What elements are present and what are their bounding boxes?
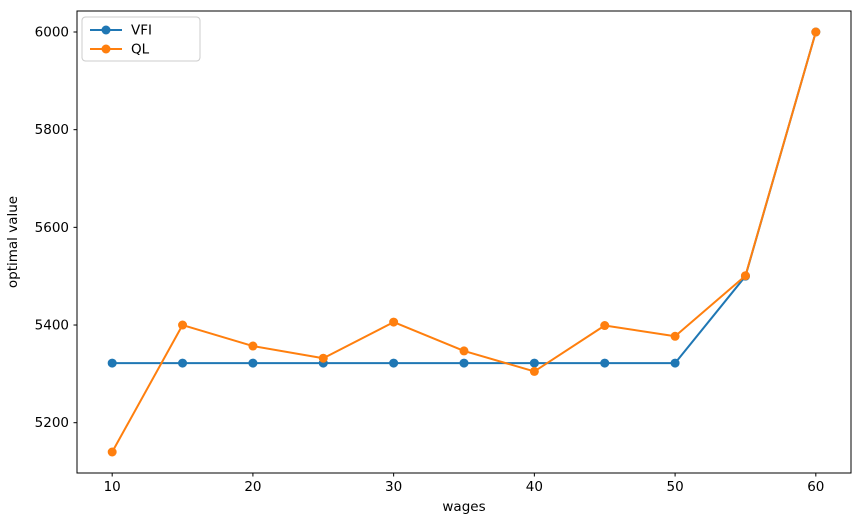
legend-label: QL: [131, 42, 150, 58]
x-tick-label: 60: [807, 479, 824, 495]
data-point-VFI: [107, 358, 117, 368]
y-tick-label: 5600: [35, 220, 69, 236]
data-point-QL: [389, 317, 399, 327]
data-point-VFI: [529, 358, 539, 368]
y-tick-label: 6000: [35, 25, 69, 41]
x-tick-label: 40: [526, 479, 543, 495]
legend: VFI QL: [81, 16, 201, 62]
legend-marker: [101, 25, 111, 35]
x-tick-label: 10: [104, 479, 121, 495]
y-tick-label: 5400: [35, 318, 69, 334]
data-point-QL: [529, 366, 539, 376]
data-point-QL: [107, 447, 117, 457]
data-point-QL: [670, 331, 680, 341]
plot-area-spines: [76, 10, 852, 474]
x-tick-label: 50: [666, 479, 683, 495]
data-point-QL: [318, 353, 328, 363]
data-point-VFI: [178, 358, 188, 368]
data-point-QL: [740, 271, 750, 281]
data-point-VFI: [248, 358, 258, 368]
data-point-VFI: [389, 358, 399, 368]
data-point-QL: [600, 321, 610, 331]
data-point-QL: [248, 341, 258, 351]
y-tick-label: 5200: [35, 415, 69, 431]
y-axis-label: optimal value: [5, 196, 21, 288]
data-point-VFI: [600, 358, 610, 368]
data-point-VFI: [670, 358, 680, 368]
data-point-QL: [459, 346, 469, 356]
data-point-VFI: [459, 358, 469, 368]
y-tick-label: 5800: [35, 122, 69, 138]
x-tick-label: 30: [385, 479, 402, 495]
data-point-QL: [811, 27, 821, 37]
data-point-QL: [178, 320, 188, 330]
x-tick-label: 20: [244, 479, 261, 495]
x-axis-label: wages: [442, 499, 485, 515]
legend-label: VFI: [131, 23, 152, 39]
legend-marker: [101, 44, 111, 54]
